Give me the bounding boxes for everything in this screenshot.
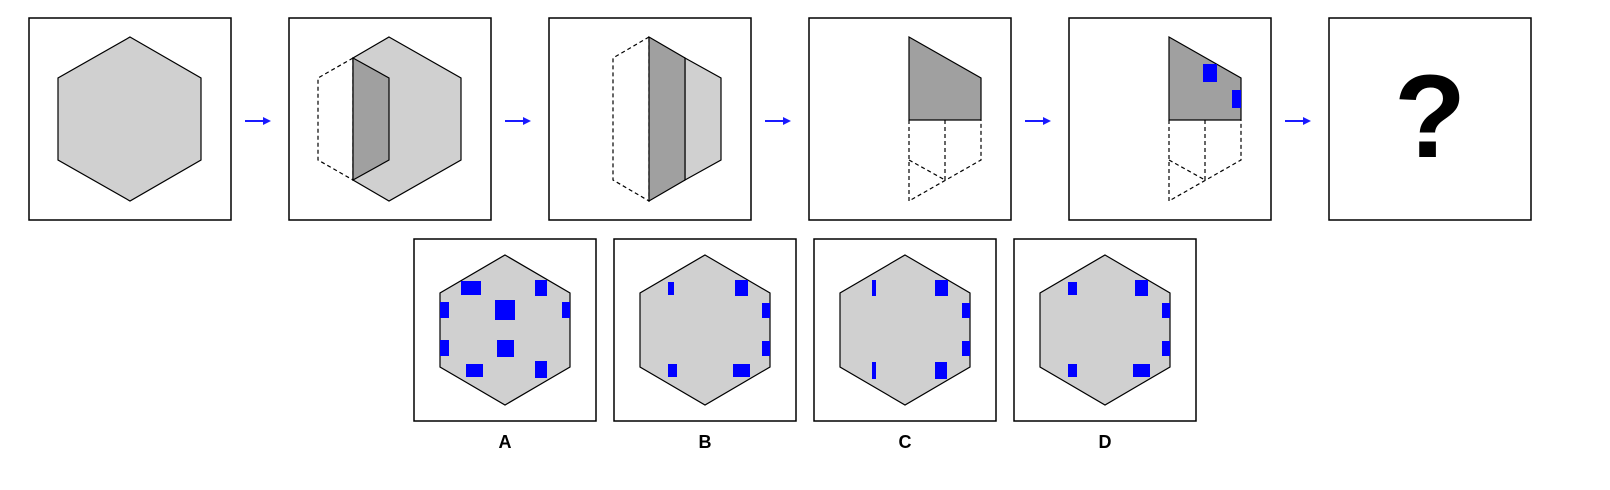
option-label: B [699,432,712,452]
punched-hole [1232,90,1241,108]
fold-outline-dashed [908,120,982,203]
punched-hole [495,300,515,320]
sequence-panel-3 [548,17,752,221]
punched-hole [1162,303,1170,318]
arrow-right-icon [1025,117,1051,125]
option-c[interactable]: C [813,238,997,452]
punched-hole [935,362,947,379]
punched-hole [735,280,748,296]
option-d[interactable]: D [1013,238,1197,452]
sequence-panel-4 [808,17,1012,221]
arrow-right-icon [1285,117,1311,125]
punched-hole [962,341,970,356]
fold-outline-dashed [1168,120,1242,203]
folded-flap [352,56,390,182]
sequence-panel-question: ? [1328,17,1532,221]
punched-hole [466,364,483,377]
arrow-right-icon [245,117,271,125]
arrow-right-icon [505,117,531,125]
punched-hole [1068,282,1077,295]
sequence-panel-2 [288,17,492,221]
option-b[interactable]: B [613,238,797,452]
punched-hole [935,280,948,296]
question-mark: ? [1394,51,1466,183]
punched-hole [1203,64,1217,82]
punched-hole [1162,341,1170,356]
punched-hole [440,302,449,318]
punched-hole [497,340,514,357]
punched-hole [872,362,876,379]
punched-hole [1135,280,1148,296]
paper-dark [648,35,686,203]
punched-hole [535,361,547,378]
punched-hole [762,341,770,356]
punched-hole [872,280,876,296]
option-label: A [499,432,512,452]
panel-frame [1328,17,1532,221]
arrow-right-icon [765,117,791,125]
punched-hole [440,340,449,356]
punched-hole [562,302,570,318]
punched-hole [535,280,547,296]
option-label: D [1099,432,1112,452]
paper-light [684,56,722,182]
punched-hole [1133,364,1150,377]
punched-hole [1068,364,1077,377]
sequence-panel-5 [1068,17,1272,221]
punched-hole [962,303,970,318]
punched-hole [668,282,674,295]
option-label: C [899,432,912,452]
hexagon-paper [57,36,202,202]
punched-hole [733,364,750,377]
sequence-panel-1 [28,17,232,221]
punched-hole [762,303,770,318]
punched-hole [668,364,677,377]
option-a[interactable]: A [413,238,597,452]
punched-hole [461,281,481,295]
